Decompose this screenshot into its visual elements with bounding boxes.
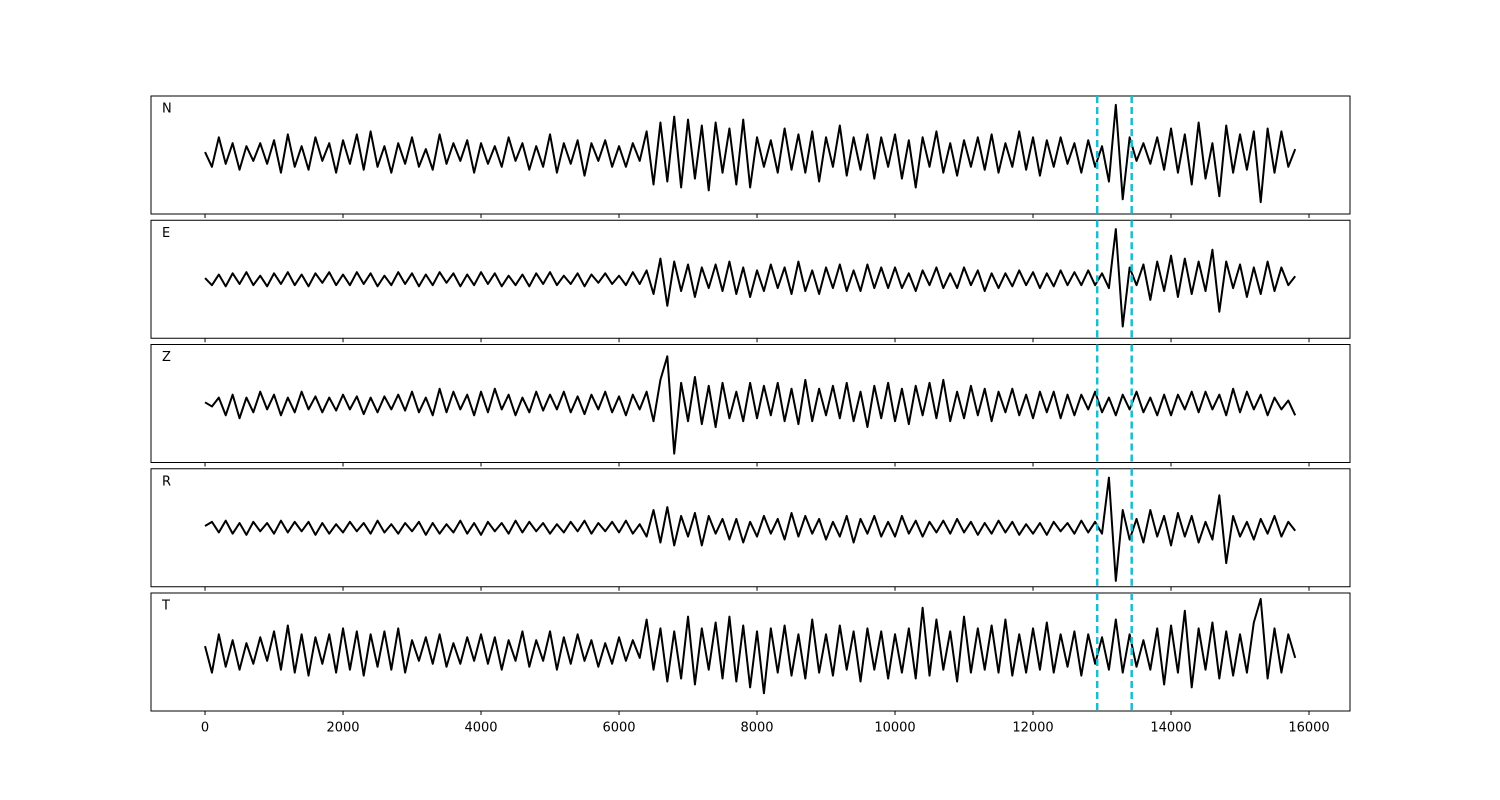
x-tick-label: 14000 (1150, 721, 1191, 736)
panel-label: N (162, 102, 172, 117)
panel-frame (150, 468, 1351, 588)
x-tick-label: 6000 (602, 721, 635, 736)
trace (204, 355, 1297, 455)
panel-frame (150, 95, 1351, 215)
panel-label: R (162, 474, 171, 489)
x-tick-label: 16000 (1288, 721, 1329, 736)
x-tick-label: 4000 (464, 721, 497, 736)
x-tick-label: 12000 (1012, 721, 1053, 736)
trace (204, 597, 1297, 695)
panel-frame (150, 219, 1351, 339)
panel-label: T (161, 599, 170, 614)
trace (204, 476, 1296, 582)
x-tick-label: 0 (201, 721, 209, 736)
trace (204, 103, 1297, 204)
x-tick-label: 10000 (874, 721, 915, 736)
trace (204, 228, 1296, 328)
panel-frame (150, 592, 1351, 712)
panel-label: E (162, 226, 170, 241)
panel-frame (150, 344, 1351, 463)
x-tick-label: 8000 (740, 721, 773, 736)
x-tick-label: 2000 (326, 721, 359, 736)
panel-label: Z (162, 350, 171, 365)
